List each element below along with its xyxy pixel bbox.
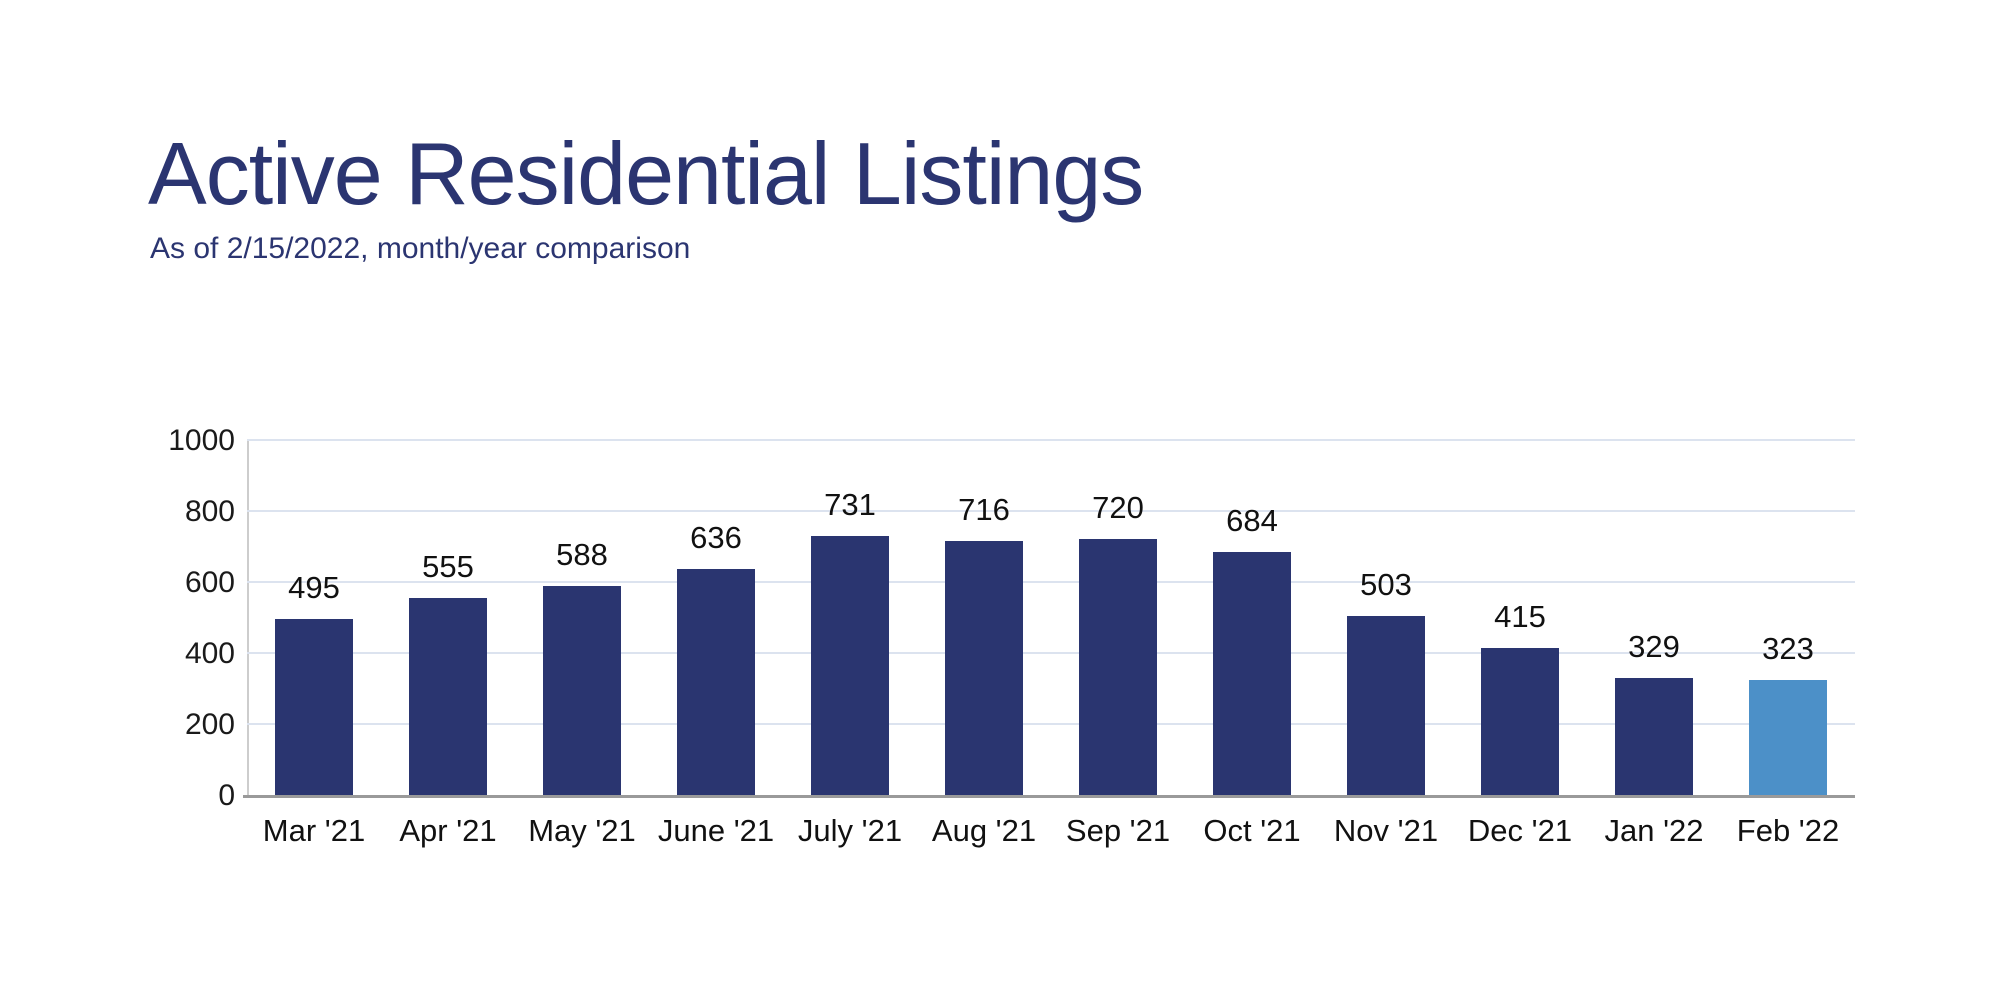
bar-value-label: 716 — [958, 491, 1010, 527]
x-axis-labels: Mar '21 Apr '21 May '21 June '21 July '21 Aug… — [247, 813, 1855, 849]
bar-value-label: 731 — [824, 486, 876, 522]
bar-value-label: 503 — [1360, 567, 1412, 603]
x-axis-label: Jan '22 — [1604, 813, 1704, 848]
bar-slot-July '21: 731 — [783, 440, 917, 795]
bar-value-label: 415 — [1494, 598, 1546, 634]
x-axis-label: May '21 — [528, 813, 636, 848]
bar-slot-Oct '21: 684 — [1185, 440, 1319, 795]
y-tick-label-200: 200 — [184, 708, 235, 741]
bar — [1079, 539, 1157, 795]
y-tick-label-600: 600 — [184, 566, 235, 599]
y-axis-line — [247, 440, 249, 795]
gridline-800 — [247, 510, 1855, 512]
x-axis-label: July '21 — [797, 813, 903, 848]
bar-slot-June '21: 636 — [649, 440, 783, 795]
y-tick-label-400: 400 — [184, 637, 235, 670]
bar-slot-Dec '21: 415 — [1453, 440, 1587, 795]
bar-chart: 0 200 400 600 800 1000 495 555 588 636 731 716 720 6… — [168, 424, 1855, 848]
bar — [677, 569, 755, 795]
bar-slot-May '21: 588 — [515, 440, 649, 795]
x-axis-label: Oct '21 — [1203, 813, 1301, 848]
x-axis-label: Mar '21 — [262, 813, 366, 848]
page-subtitle: As of 2/15/2022, month/year comparison — [150, 232, 691, 265]
bar-value-label: 684 — [1226, 503, 1278, 539]
bar — [1213, 552, 1291, 795]
y-tick-label-800: 800 — [184, 495, 235, 528]
gridline-1000 — [247, 439, 1855, 441]
x-axis-label: Nov '21 — [1333, 813, 1439, 848]
x-axis-line — [243, 795, 1855, 798]
x-axis-label: Feb '22 — [1736, 813, 1840, 848]
y-tick-label-0: 0 — [218, 779, 235, 812]
bar — [543, 586, 621, 795]
gridline-200 — [247, 723, 1855, 725]
bar — [945, 540, 1023, 795]
bar-slot-Feb '22: 323 — [1721, 440, 1855, 795]
bar-value-label: 495 — [288, 570, 340, 606]
bar-value-label: 588 — [556, 537, 608, 573]
page-title: Active Residential Listings — [148, 124, 1144, 223]
bar-slot-Apr '21: 555 — [381, 440, 515, 795]
bar — [409, 597, 487, 795]
gridline-400 — [247, 652, 1855, 654]
bar-value-label: 720 — [1092, 490, 1144, 526]
bar — [1347, 616, 1425, 795]
bar-value-label: 636 — [690, 520, 742, 556]
bar-highlighted — [1749, 680, 1827, 795]
bar-slot-Jan '22: 329 — [1587, 440, 1721, 795]
y-tick-label-1000: 1000 — [168, 424, 235, 457]
bar — [1481, 647, 1559, 795]
bar-slot-Sep '21: 720 — [1051, 440, 1185, 795]
bar — [811, 535, 889, 795]
x-axis-label: Sep '21 — [1065, 813, 1171, 848]
bar-value-label: 555 — [422, 548, 474, 584]
bar-value-label: 329 — [1628, 629, 1680, 665]
bar — [1615, 678, 1693, 795]
x-axis-label: June '21 — [657, 813, 775, 848]
bar-slot-Mar '21: 495 — [247, 440, 381, 795]
x-axis-label: Aug '21 — [931, 813, 1037, 848]
bar-slot-Nov '21: 503 — [1319, 440, 1453, 795]
x-axis-label: Dec '21 — [1467, 813, 1573, 848]
x-axis-label: Apr '21 — [399, 813, 497, 848]
bar — [275, 619, 353, 795]
gridline-600 — [247, 581, 1855, 583]
bar-slot-Aug '21: 716 — [917, 440, 1051, 795]
bar-value-label: 323 — [1762, 631, 1814, 667]
chart-header: Active Residential Listings As of 2/15/2… — [148, 124, 1144, 266]
bars-layer: 495 555 588 636 731 716 720 684 503 415 329 323 — [247, 440, 1855, 795]
